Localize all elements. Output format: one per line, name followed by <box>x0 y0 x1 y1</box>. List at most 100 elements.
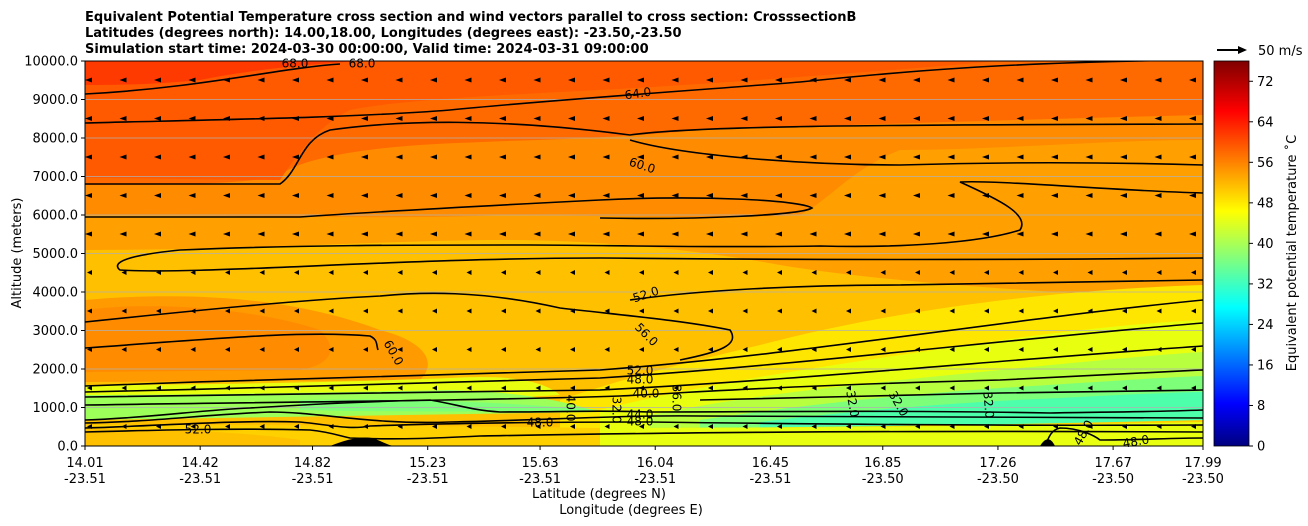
wind-vector-arrow <box>775 231 782 237</box>
wind-vector-arrow <box>1191 308 1196 314</box>
wind-vector-arrow <box>982 154 989 160</box>
wind-vector-arrow <box>119 231 127 237</box>
contour-label: 32.0 <box>843 390 861 419</box>
wind-vector-arrow <box>533 231 541 237</box>
contour-56-mid <box>85 292 734 361</box>
wind-vector-arrow <box>984 424 989 429</box>
y-tick-label: 3000.0 <box>33 324 79 339</box>
wind-vector-arrow <box>361 154 368 160</box>
wind-vector-arrow <box>706 231 713 237</box>
wind-vector-arrow <box>466 424 472 429</box>
x-axis-label-2: Longitude (degrees E) <box>559 503 703 518</box>
wind-vector-arrow <box>395 193 403 198</box>
wind-vector-arrow <box>1154 116 1162 121</box>
wind-vector-arrow <box>742 308 748 314</box>
wind-vector-arrow <box>637 116 644 121</box>
wind-vector-arrow <box>1154 154 1162 160</box>
wind-vector-arrow <box>259 385 265 391</box>
wind-vector-arrow <box>809 77 817 83</box>
contour-label: 44.0 <box>627 408 654 422</box>
wind-vector-arrow <box>1122 270 1127 275</box>
y-tick-label: 0.0 <box>57 440 78 455</box>
wind-vector-arrow <box>639 270 644 275</box>
contour-lines <box>85 61 1203 446</box>
colorbar-tick-label: 72 <box>1257 75 1274 90</box>
wind-vector-arrow <box>671 77 679 83</box>
contour-64 <box>85 61 1187 124</box>
wind-vector-arrow <box>775 116 782 121</box>
wind-vector-arrow <box>1018 385 1024 391</box>
wind-vector-arrow <box>361 231 368 237</box>
wind-vector-arrow <box>1016 116 1024 121</box>
wind-vector-arrow <box>1018 424 1024 429</box>
contour-label: 36.0 <box>670 385 684 412</box>
wind-vector-arrow <box>257 77 265 83</box>
wind-vector-arrow <box>225 347 230 352</box>
colorbar-tick-label: 32 <box>1257 277 1274 292</box>
y-tick-label: 4000.0 <box>33 286 79 301</box>
wind-vector-arrow <box>190 308 196 314</box>
contour-label: 64.0 <box>624 85 652 103</box>
wind-vector-arrow <box>395 77 403 83</box>
wind-vector-arrow <box>604 308 610 314</box>
wind-vector-arrow <box>1120 77 1127 83</box>
wind-vector-arrow <box>570 270 575 275</box>
wind-vector-arrow <box>156 347 161 352</box>
wind-vector-arrow <box>568 116 575 121</box>
wind-vector-arrow <box>1156 347 1162 352</box>
wind-vector-arrow <box>570 385 575 391</box>
wind-vector-arrow <box>154 193 161 198</box>
wind-vector-arrow <box>294 347 299 352</box>
y-tick-label: 8000.0 <box>33 132 79 147</box>
wind-vector-arrow <box>119 193 127 198</box>
wind-vector-arrow <box>1156 308 1162 314</box>
wind-vector-arrow <box>259 308 265 314</box>
wind-vector-arrow <box>1018 270 1024 275</box>
wind-vector-arrow <box>326 231 334 237</box>
wind-vector-arrow <box>673 347 679 352</box>
wind-vector-arrow <box>844 231 851 237</box>
wind-vector-arrow <box>637 193 644 198</box>
wind-vector-arrow <box>188 193 196 198</box>
wind-vector-arrow <box>777 424 782 429</box>
wind-vector-arrow <box>949 385 955 391</box>
wind-vector-arrow <box>844 154 851 160</box>
wind-vector-arrow <box>292 77 299 83</box>
wind-vector-arrow <box>1154 231 1162 237</box>
wind-vector-arrow <box>1156 424 1162 429</box>
wind-vector-arrow <box>1189 193 1196 198</box>
wind-vector-arrow <box>570 424 575 429</box>
wind-vector-arrow <box>1122 424 1127 429</box>
x-tick-label-lon: -23.50 <box>977 472 1019 487</box>
x-tick-label-lon: -23.50 <box>1092 472 1134 487</box>
wind-vector-arrow <box>809 154 817 160</box>
wind-vector-arrow <box>602 154 610 160</box>
wind-vector-arrow <box>604 270 610 275</box>
contour-label: 40.0 <box>633 387 660 401</box>
wind-vector-arrow <box>740 116 748 121</box>
wind-vector-arrow <box>673 385 679 391</box>
wind-vector-arrow <box>188 116 196 121</box>
colorbar-tick-label: 64 <box>1257 115 1274 130</box>
wind-vector-arrow <box>570 308 575 314</box>
wind-vector-arrow <box>637 231 644 237</box>
wind-vector-arrow <box>1085 231 1093 237</box>
colorbar-gradient <box>1213 60 1250 447</box>
wind-vector-arrow <box>708 270 713 275</box>
wind-vector-arrow <box>1156 270 1162 275</box>
wind-vector-arrow <box>673 424 679 429</box>
wind-vector-arrow <box>846 424 851 429</box>
wind-vector-arrow <box>984 270 989 275</box>
wind-vector-arrow <box>947 193 955 198</box>
colorbar-tick-label: 16 <box>1257 358 1274 373</box>
colorbar-tick-label: 8 <box>1257 399 1265 414</box>
x-tick-label-lon: -23.51 <box>64 472 106 487</box>
contour-label: 32.0 <box>980 391 996 419</box>
wind-vector-arrow <box>1053 424 1058 429</box>
wind-vector-arrow <box>570 347 575 352</box>
wind-vector-arrow <box>1016 193 1024 198</box>
contour-60-lower <box>85 333 379 351</box>
y-axis-label: Altitude (meters) <box>10 198 25 309</box>
wind-vector-arrow <box>397 347 403 352</box>
